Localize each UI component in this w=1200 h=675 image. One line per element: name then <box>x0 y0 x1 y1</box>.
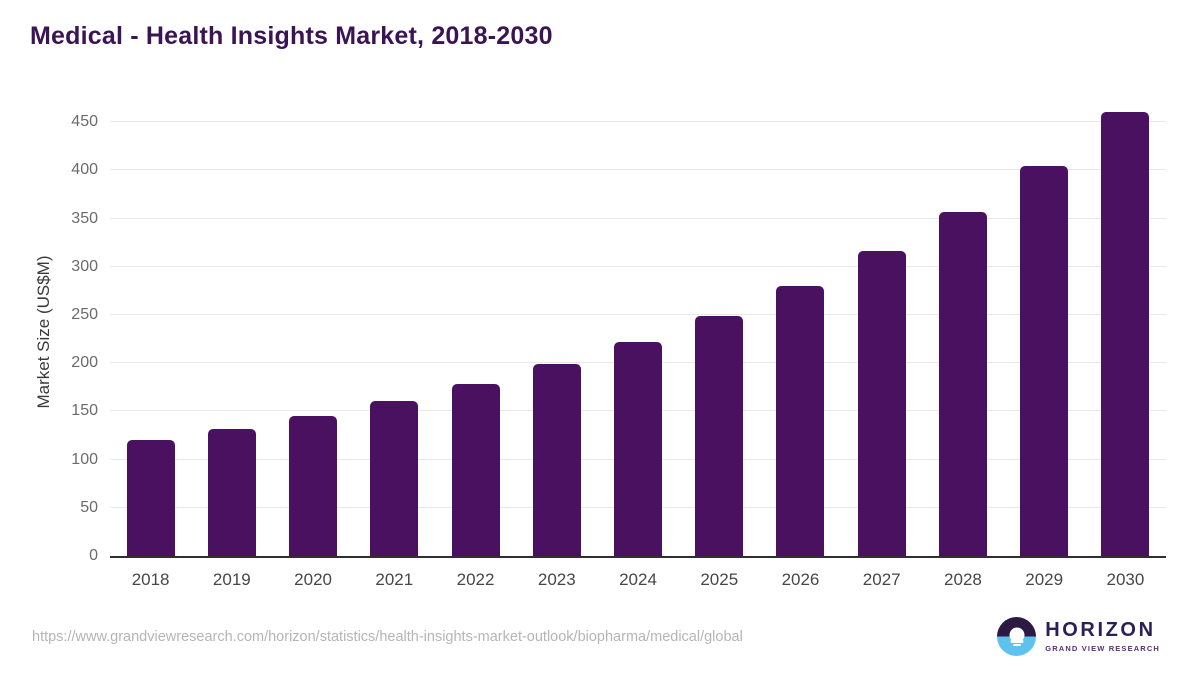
bars-container: 2018 2019 2020 2021 2022 2023 2024 2025 2026 2027… <box>110 103 1166 589</box>
bar-slot-2022: 2022 <box>435 103 516 589</box>
x-tick-label: 2026 <box>781 570 820 589</box>
x-tick-label: 2019 <box>212 570 251 589</box>
bar-slot-2030: 2030 <box>1085 103 1166 589</box>
bar-2028[interactable] <box>938 211 987 556</box>
bar-slot-2020: 2020 <box>272 103 353 589</box>
bar-slot-2028: 2028 <box>922 103 1003 589</box>
bar-2027[interactable] <box>857 251 906 556</box>
y-tick-label: 250 <box>71 306 98 324</box>
y-tick-label: 400 <box>71 161 98 179</box>
bar-2022[interactable] <box>451 384 500 556</box>
bar-2025[interactable] <box>695 316 744 556</box>
horizon-logo[interactable]: HORIZON GRAND VIEW RESEARCH <box>997 617 1160 656</box>
x-tick-label: 2030 <box>1106 570 1145 589</box>
bar-2018[interactable] <box>126 440 175 556</box>
gridline <box>110 217 1166 219</box>
x-tick-label: 2023 <box>537 570 576 589</box>
bar-2030[interactable] <box>1101 111 1150 556</box>
logo-subtitle: GRAND VIEW RESEARCH <box>1045 644 1160 653</box>
horizon-line-icon <box>1010 640 1024 643</box>
bar-slot-2018: 2018 <box>110 103 191 589</box>
x-tick-label: 2024 <box>619 570 657 589</box>
bar-2019[interactable] <box>207 428 256 556</box>
gridline <box>110 265 1166 267</box>
bar-2021[interactable] <box>370 400 419 556</box>
logo-text: HORIZON GRAND VIEW RESEARCH <box>1045 620 1160 653</box>
y-tick-label: 200 <box>71 354 98 372</box>
bar-slot-2026: 2026 <box>760 103 841 589</box>
y-tick-label: 50 <box>80 498 98 516</box>
y-tick-label: 100 <box>71 450 98 468</box>
bar-slot-2027: 2027 <box>841 103 922 589</box>
horizon-line-icon <box>1012 643 1021 647</box>
logo-name: HORIZON <box>1045 619 1156 641</box>
gridline <box>110 314 1166 316</box>
bar-2024[interactable] <box>614 342 663 556</box>
x-tick-label: 2022 <box>456 570 495 589</box>
bar-slot-2019: 2019 <box>191 103 272 589</box>
chart-title: Medical - Health Insights Market, 2018-2… <box>30 22 553 50</box>
x-tick-label: 2018 <box>131 570 170 589</box>
horizon-logo-icon <box>997 617 1037 656</box>
y-tick-label: 0 <box>89 547 98 564</box>
x-tick-label: 2028 <box>944 570 982 589</box>
bar-2020[interactable] <box>289 416 338 556</box>
plot-area: 0 50 100 150 200 250 300 350 400 450 2018 2019 2020 2… <box>71 103 1166 589</box>
y-tick-label: 150 <box>71 402 98 420</box>
y-tick-label: 450 <box>71 113 98 131</box>
sun-icon <box>1009 627 1025 643</box>
bar-slot-2021: 2021 <box>354 103 435 589</box>
bar-slot-2025: 2025 <box>679 103 760 589</box>
gridline <box>110 121 1166 123</box>
y-axis-title: Market Size (US$M) <box>34 255 53 409</box>
bar-slot-2023: 2023 <box>516 103 597 589</box>
x-tick-label: 2027 <box>862 570 901 589</box>
bar-slot-2029: 2029 <box>1004 103 1085 589</box>
bar-2029[interactable] <box>1020 165 1069 556</box>
x-tick-label: 2020 <box>294 570 332 589</box>
gridline <box>110 169 1166 171</box>
y-tick-label: 350 <box>71 209 98 227</box>
bar-2023[interactable] <box>532 364 581 556</box>
source-url[interactable]: https://www.grandviewresearch.com/horizo… <box>32 629 743 645</box>
bar-slot-2024: 2024 <box>597 103 678 589</box>
x-tick-label: 2029 <box>1025 570 1064 589</box>
x-tick-label: 2025 <box>700 570 739 589</box>
x-tick-label: 2021 <box>375 570 414 589</box>
bar-2026[interactable] <box>776 286 825 556</box>
y-tick-label: 300 <box>71 257 98 275</box>
